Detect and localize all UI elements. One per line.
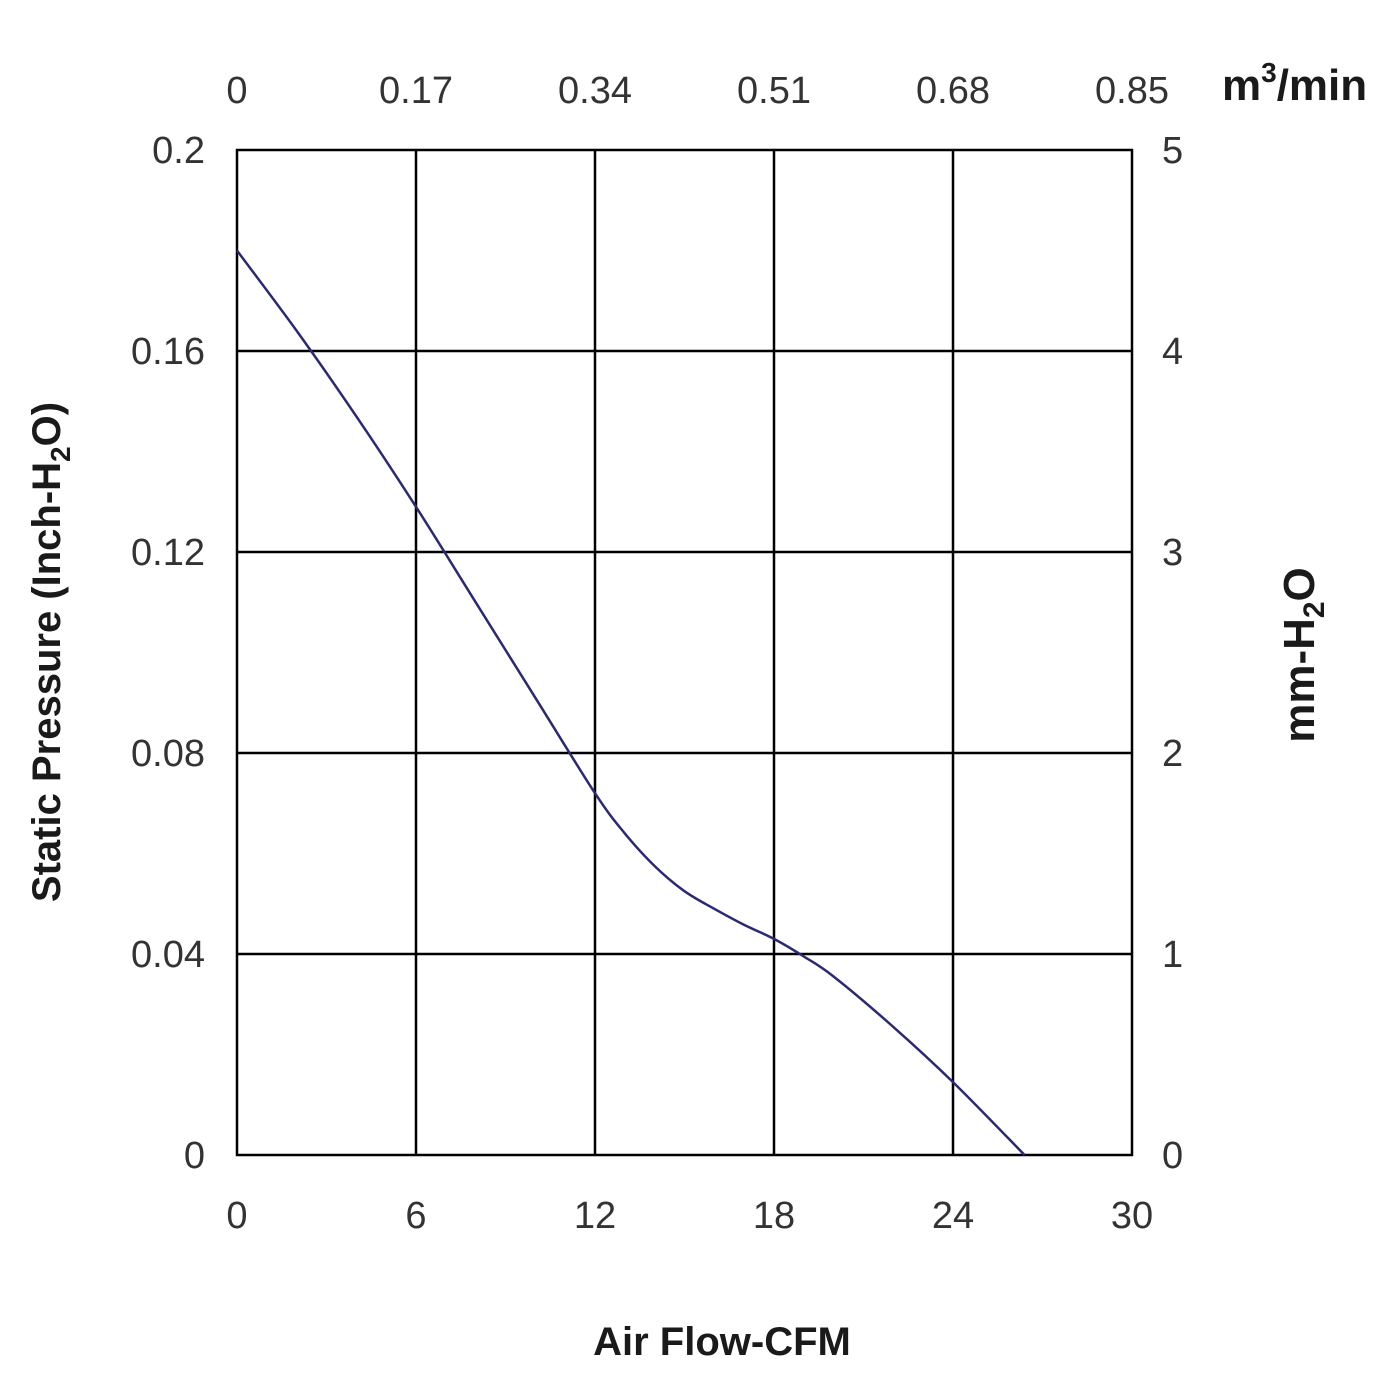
- y-tick-label: 0.12: [131, 532, 205, 574]
- x-axis-title: Air Flow-CFM: [593, 1320, 851, 1364]
- x-tick-label: 12: [574, 1195, 616, 1237]
- y2-axis-title: mm-H2O: [1275, 567, 1331, 743]
- y-tick-label: 0.04: [131, 934, 205, 976]
- x2-tick-label: 0: [226, 70, 247, 112]
- y2-axis-title-rest: O: [1275, 567, 1324, 601]
- tick-labels: 0 6 12 18 24 300 0.17 0.34 0.51 0.68 0.8500.040.08…: [131, 70, 1183, 1237]
- y2-tick-label: 1: [1162, 934, 1183, 976]
- x-tick-label: 24: [932, 1195, 974, 1237]
- x2-tick-label: 0.85: [1095, 70, 1169, 112]
- y2-tick-label: 0: [1162, 1135, 1183, 1177]
- y-axis-title-rest: O): [25, 402, 69, 446]
- y-tick-label: 0.16: [131, 331, 205, 373]
- x2-tick-label: 0.68: [916, 70, 990, 112]
- y2-tick-label: 5: [1162, 130, 1183, 172]
- y-axis-title-main: Static Pressure (Inch-H: [25, 462, 69, 902]
- x-tick-label: 0: [226, 1195, 247, 1237]
- x2-axis-unit: m3/min: [1222, 57, 1367, 110]
- x-tick-label: 6: [405, 1195, 426, 1237]
- y2-axis-title-sub: 2: [1298, 601, 1331, 618]
- y-tick-label: 0.2: [152, 130, 205, 172]
- x2-tick-label: 0.51: [737, 70, 811, 112]
- y2-tick-label: 2: [1162, 733, 1183, 775]
- pressure-curve: [235, 249, 1026, 1156]
- x-tick-label: 30: [1111, 1195, 1153, 1237]
- x2-axis-unit-sup: 3: [1261, 57, 1277, 88]
- y2-tick-label: 4: [1162, 331, 1183, 373]
- y-tick-label: 0: [184, 1135, 205, 1177]
- x2-axis-unit-rest: /min: [1277, 61, 1367, 110]
- x-tick-label: 18: [753, 1195, 795, 1237]
- y-axis-title-sub: 2: [45, 446, 76, 462]
- x2-axis-unit-main: m: [1222, 61, 1261, 110]
- x2-tick-label: 0.17: [379, 70, 453, 112]
- y-axis-title: Static Pressure (Inch-H2O): [25, 402, 76, 902]
- y2-axis-title-main: mm-H: [1275, 618, 1324, 743]
- grid-lines: [237, 150, 1132, 1155]
- plot-frame: [235, 148, 1134, 1157]
- x2-tick-label: 0.34: [558, 70, 632, 112]
- y-tick-label: 0.08: [131, 733, 205, 775]
- y2-tick-label: 3: [1162, 532, 1183, 574]
